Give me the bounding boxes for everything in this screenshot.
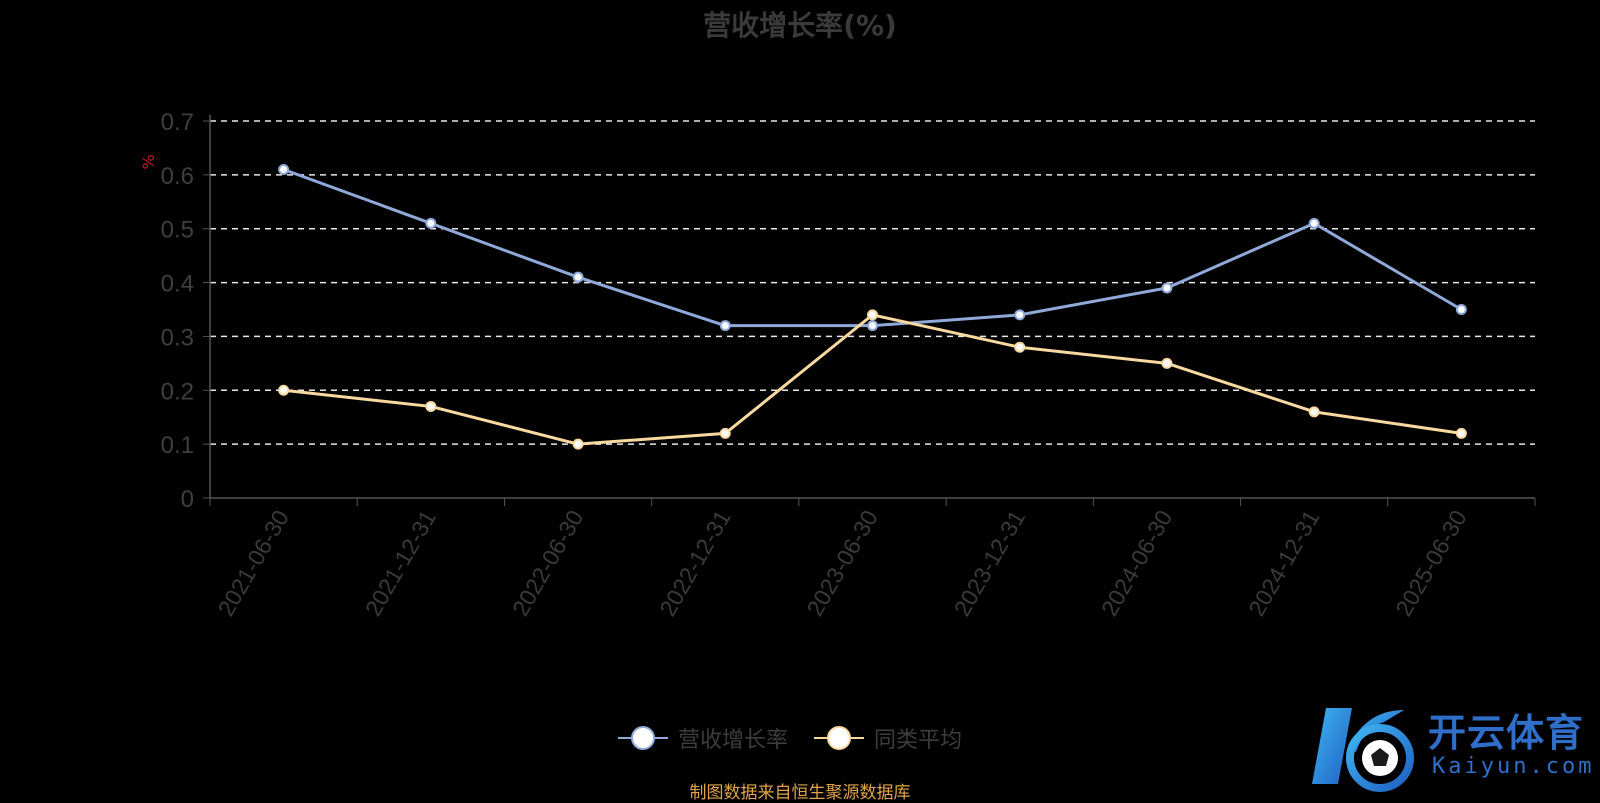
- data-point-1-0: [278, 384, 290, 396]
- data-point-0-1: [425, 217, 437, 229]
- legend-item-revenue-growth[interactable]: 营收增长率: [618, 722, 788, 754]
- data-point-1-1: [425, 400, 437, 412]
- chart-legend: 营收增长率 同类平均: [618, 718, 962, 758]
- legend-label-revenue-growth: 营收增长率: [678, 728, 789, 753]
- data-source-note: 制图数据来自恒生聚源数据库: [689, 783, 911, 803]
- line-chart: 0 0.1 0.2 0.3 0.4 0.5 0.6 0.7% 2021-06-30 2021-12…: [139, 109, 1536, 621]
- data-point-0-6: [1161, 282, 1173, 294]
- x-tick-label-3: 2022-12-31: [654, 506, 735, 621]
- logo-name: 开云体育: [1428, 711, 1585, 755]
- legend-label-peer-average: 同类平均: [874, 728, 963, 753]
- y-tick-label-2: 0.2: [161, 378, 194, 405]
- data-point-0-7: [1308, 217, 1320, 229]
- y-tick-label-6: 0.6: [161, 163, 194, 190]
- x-tick-label-2: 2022-06-30: [507, 506, 588, 621]
- x-tick-label-0: 2021-06-30: [213, 506, 294, 621]
- x-tick-label-4: 2023-06-30: [801, 506, 882, 621]
- y-tick-label-3: 0.3: [161, 324, 194, 351]
- x-tick-label-1: 2021-12-31: [360, 506, 441, 621]
- kaiyun-logo: 开云体育 Kaiyun.com: [1308, 698, 1600, 798]
- legend-marker-peer-average-icon: [814, 726, 865, 750]
- series-line-0: [283, 168, 1463, 328]
- data-point-1-6: [1161, 357, 1173, 369]
- data-point-1-7: [1308, 406, 1320, 418]
- data-point-1-2: [572, 438, 584, 450]
- data-point-0-8: [1455, 304, 1467, 315]
- data-point-1-4: [867, 309, 878, 321]
- data-point-1-8: [1455, 427, 1467, 439]
- y-tick-label-0: 0: [181, 486, 194, 513]
- data-point-0-5: [1014, 309, 1026, 321]
- data-point-1-3: [719, 427, 731, 439]
- data-point-1-5: [1014, 341, 1026, 353]
- y-tick-label-1: 0.1: [161, 432, 194, 459]
- legend-item-peer-average[interactable]: 同类平均: [814, 722, 962, 754]
- y-axis-unit-label: %: [139, 154, 158, 169]
- chart-title: 营收增长率(%): [703, 9, 897, 42]
- k-ball-logo-icon: [1312, 708, 1414, 792]
- y-tick-label-7: 0.7: [161, 109, 194, 136]
- x-tick-label-8: 2025-06-30: [1390, 506, 1471, 621]
- x-tick-label-6: 2024-06-30: [1096, 506, 1177, 621]
- data-point-0-2: [572, 271, 584, 283]
- y-tick-label-4: 0.4: [161, 271, 194, 298]
- y-tick-label-5: 0.5: [161, 217, 194, 244]
- legend-marker-revenue-growth-icon: [618, 726, 668, 750]
- x-tick-label-7: 2024-12-31: [1243, 506, 1324, 621]
- logo-domain: Kaiyun.com: [1432, 754, 1595, 779]
- data-point-0-0: [278, 163, 290, 175]
- series-line-1: [283, 313, 1462, 446]
- x-tick-label-5: 2023-12-31: [949, 506, 1030, 621]
- data-point-0-4: [867, 320, 878, 332]
- data-point-0-3: [719, 320, 731, 332]
